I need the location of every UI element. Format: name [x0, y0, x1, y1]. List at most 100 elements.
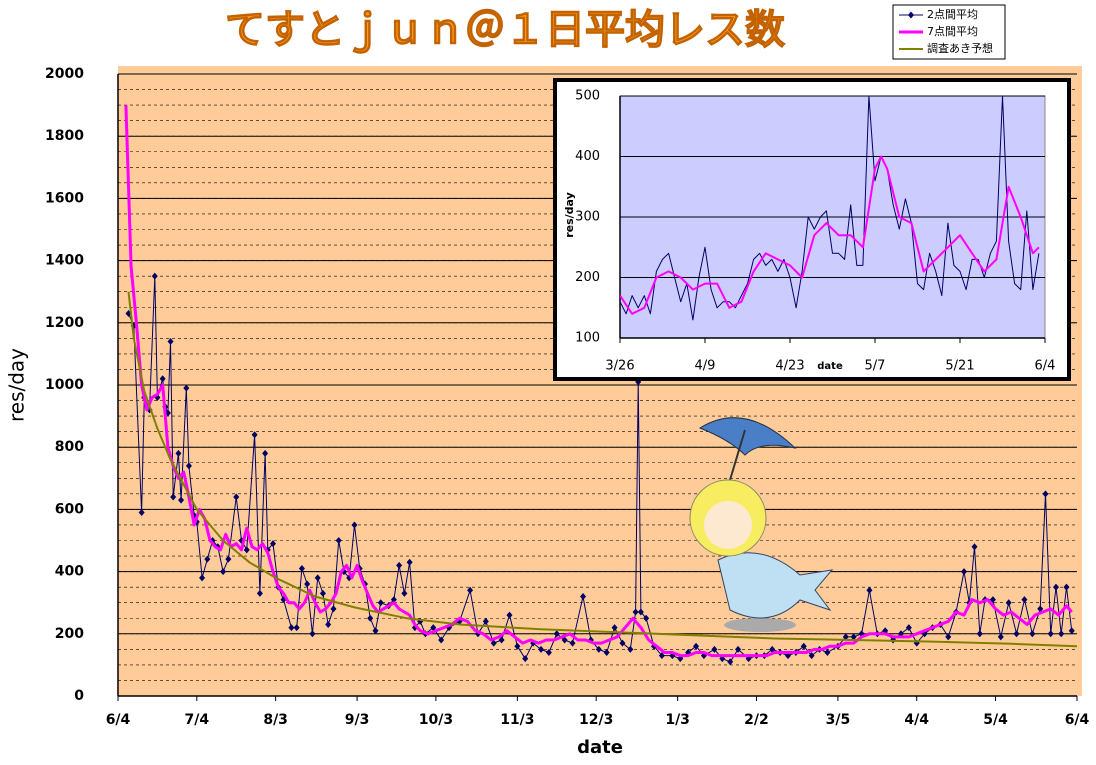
- x-tick-label: 12/3: [579, 712, 613, 728]
- x-tick-label: 2/2: [744, 712, 769, 728]
- series-line: [620, 95, 1040, 321]
- data-point: [367, 614, 374, 622]
- data-point: [506, 611, 513, 619]
- x-tick-label: 10/3: [419, 712, 453, 728]
- data-point: [850, 633, 857, 641]
- inset-chart: 100 200 300 400 500 3/26 4/9 4/23 5/7 5/21 6/4 res/…: [563, 89, 1055, 374]
- x-axis-label: date: [577, 737, 623, 758]
- y-tick-label: 600: [55, 501, 84, 517]
- legend-label: 2点間平均: [927, 8, 978, 21]
- x-tick-label: 5/21: [945, 359, 974, 374]
- data-point: [866, 586, 873, 594]
- data-point: [842, 633, 849, 641]
- data-point: [553, 630, 560, 638]
- data-point: [1029, 630, 1036, 638]
- data-point: [498, 636, 505, 644]
- data-point: [1047, 630, 1054, 638]
- x-tick-label: 7/4: [185, 712, 210, 728]
- x-tick-label: 6/4: [106, 712, 131, 728]
- x-tick-label: 9/3: [345, 712, 370, 728]
- data-point: [390, 596, 397, 604]
- data-point: [401, 589, 408, 597]
- data-point: [309, 630, 316, 638]
- data-point: [251, 431, 258, 439]
- data-point: [627, 645, 634, 653]
- data-point: [595, 645, 602, 653]
- data-point: [603, 648, 610, 656]
- data-point: [769, 645, 776, 653]
- series-layer: [620, 95, 1040, 321]
- data-point: [632, 608, 639, 616]
- data-point: [490, 639, 497, 647]
- mascot: [689, 417, 834, 632]
- x-tick-label: 11/3: [500, 712, 534, 728]
- data-point: [351, 521, 358, 529]
- data-point: [185, 462, 192, 470]
- data-point: [1005, 599, 1012, 607]
- data-point: [1013, 630, 1020, 638]
- data-point: [467, 586, 474, 594]
- data-point: [482, 617, 489, 625]
- data-point: [971, 543, 978, 551]
- y-tick-label: 100: [575, 331, 600, 346]
- y-axis-label: res/day: [563, 192, 576, 238]
- data-point: [170, 493, 177, 501]
- data-point: [808, 652, 815, 660]
- data-point: [167, 337, 174, 345]
- y-tick-label: 1200: [45, 315, 84, 331]
- data-point: [319, 589, 326, 597]
- data-point: [611, 624, 618, 632]
- y-tick-label: 1600: [45, 190, 84, 206]
- data-point: [945, 633, 952, 641]
- data-point: [270, 540, 277, 548]
- data-point: [298, 564, 305, 572]
- data-point: [204, 555, 211, 563]
- data-point: [335, 537, 342, 544]
- data-point: [396, 561, 403, 569]
- y-tick-label: 1800: [45, 128, 84, 144]
- data-point: [1068, 627, 1075, 635]
- data-point: [325, 620, 332, 628]
- data-point: [1058, 630, 1065, 638]
- x-tick-label: 4/23: [775, 359, 804, 374]
- x-tick-label: 6/4: [1065, 712, 1090, 728]
- umbrella-handle: [729, 429, 746, 481]
- data-point: [314, 574, 321, 582]
- data-point: [288, 624, 295, 632]
- data-point: [304, 580, 311, 588]
- x-tick-label: 1/3: [665, 712, 690, 728]
- data-point: [372, 627, 379, 635]
- data-point: [989, 596, 996, 604]
- x-tick-label: 6/4: [1035, 359, 1056, 374]
- data-point: [569, 639, 576, 647]
- x-tick-label: 8/3: [263, 712, 288, 728]
- data-point: [256, 589, 263, 597]
- data-point: [199, 574, 206, 582]
- x-tick-label: 3/26: [605, 359, 634, 374]
- data-point: [961, 568, 968, 576]
- y-axis-label: res/day: [5, 348, 29, 422]
- data-point: [438, 636, 445, 644]
- legend-label: 7点間平均: [927, 25, 978, 38]
- data-point: [735, 645, 742, 653]
- data-point: [233, 493, 240, 501]
- x-tick-label: 5/4: [983, 712, 1008, 728]
- data-point: [658, 652, 665, 660]
- y-tick-label: 1400: [45, 253, 84, 269]
- data-point: [976, 630, 983, 638]
- data-point: [643, 614, 650, 622]
- y-tick-label: 200: [55, 626, 84, 642]
- legend-label: 調査あき予想: [927, 41, 993, 55]
- y-tick-label: 300: [575, 210, 600, 225]
- x-tick-label: 3/5: [826, 712, 851, 728]
- y-tick-label: 0: [74, 688, 84, 704]
- data-point: [538, 645, 545, 653]
- data-point: [1037, 605, 1044, 613]
- data-point: [225, 555, 232, 563]
- data-point: [1042, 490, 1049, 498]
- series-line: [124, 105, 1073, 658]
- legend-marker: [908, 11, 914, 19]
- data-point: [693, 642, 700, 650]
- y-tick-label: 800: [55, 439, 84, 455]
